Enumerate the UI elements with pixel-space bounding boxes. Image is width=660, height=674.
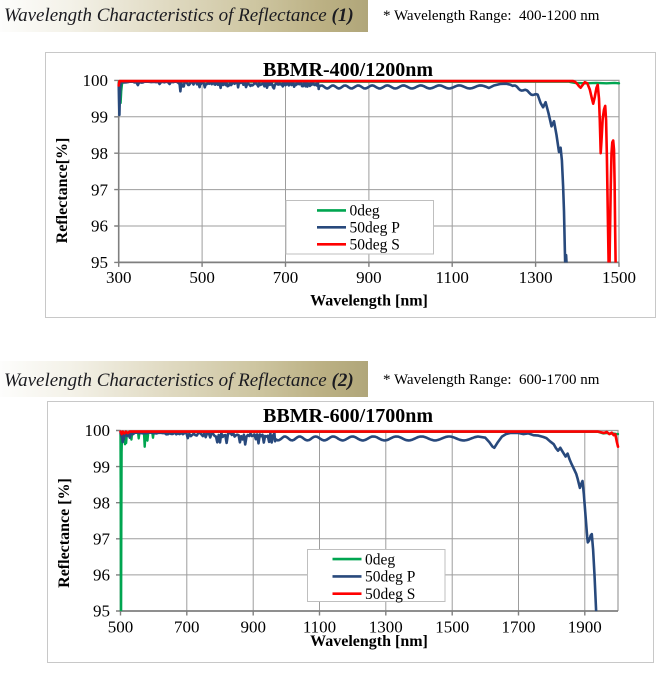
svg-text:500: 500 — [108, 618, 134, 637]
svg-text:0deg: 0deg — [365, 551, 395, 568]
svg-text:BBMR-400/1200nm: BBMR-400/1200nm — [263, 59, 433, 81]
svg-text:100: 100 — [83, 71, 109, 90]
svg-text:98: 98 — [93, 493, 110, 512]
svg-text:1900: 1900 — [568, 618, 602, 637]
svg-text:1100: 1100 — [436, 268, 469, 287]
svg-text:96: 96 — [93, 566, 110, 585]
svg-text:50deg S: 50deg S — [350, 237, 400, 254]
svg-text:700: 700 — [273, 268, 299, 287]
svg-text:97: 97 — [93, 530, 111, 549]
svg-text:99: 99 — [91, 108, 108, 127]
svg-text:Reflectance[%]: Reflectance[%] — [54, 138, 71, 244]
svg-text:900: 900 — [240, 618, 266, 637]
svg-text:BBMR-600/1700nm: BBMR-600/1700nm — [263, 405, 433, 427]
svg-text:1500: 1500 — [602, 268, 636, 287]
svg-text:95: 95 — [91, 253, 108, 272]
svg-text:300: 300 — [106, 268, 132, 287]
svg-text:98: 98 — [91, 144, 108, 163]
svg-text:Wavelength [nm]: Wavelength [nm] — [310, 633, 428, 650]
svg-text:1500: 1500 — [435, 618, 469, 637]
svg-text:Wavelength [nm]: Wavelength [nm] — [310, 293, 428, 310]
svg-text:1300: 1300 — [519, 268, 553, 287]
svg-text:Reflectance [%]: Reflectance [%] — [56, 478, 73, 588]
svg-text:1700: 1700 — [502, 618, 536, 637]
svg-text:1100: 1100 — [303, 618, 336, 637]
svg-text:99: 99 — [93, 457, 110, 476]
svg-text:500: 500 — [189, 268, 215, 287]
svg-text:100: 100 — [85, 421, 111, 440]
svg-text:95: 95 — [93, 602, 110, 621]
svg-text:1300: 1300 — [369, 618, 403, 637]
svg-text:900: 900 — [356, 268, 382, 287]
svg-text:700: 700 — [174, 618, 200, 637]
svg-text:50deg S: 50deg S — [365, 586, 415, 603]
svg-text:96: 96 — [91, 217, 108, 236]
svg-text:50deg P: 50deg P — [350, 220, 400, 237]
svg-text:97: 97 — [91, 180, 109, 199]
svg-text:0deg: 0deg — [350, 203, 380, 220]
svg-text:50deg P: 50deg P — [365, 569, 415, 586]
